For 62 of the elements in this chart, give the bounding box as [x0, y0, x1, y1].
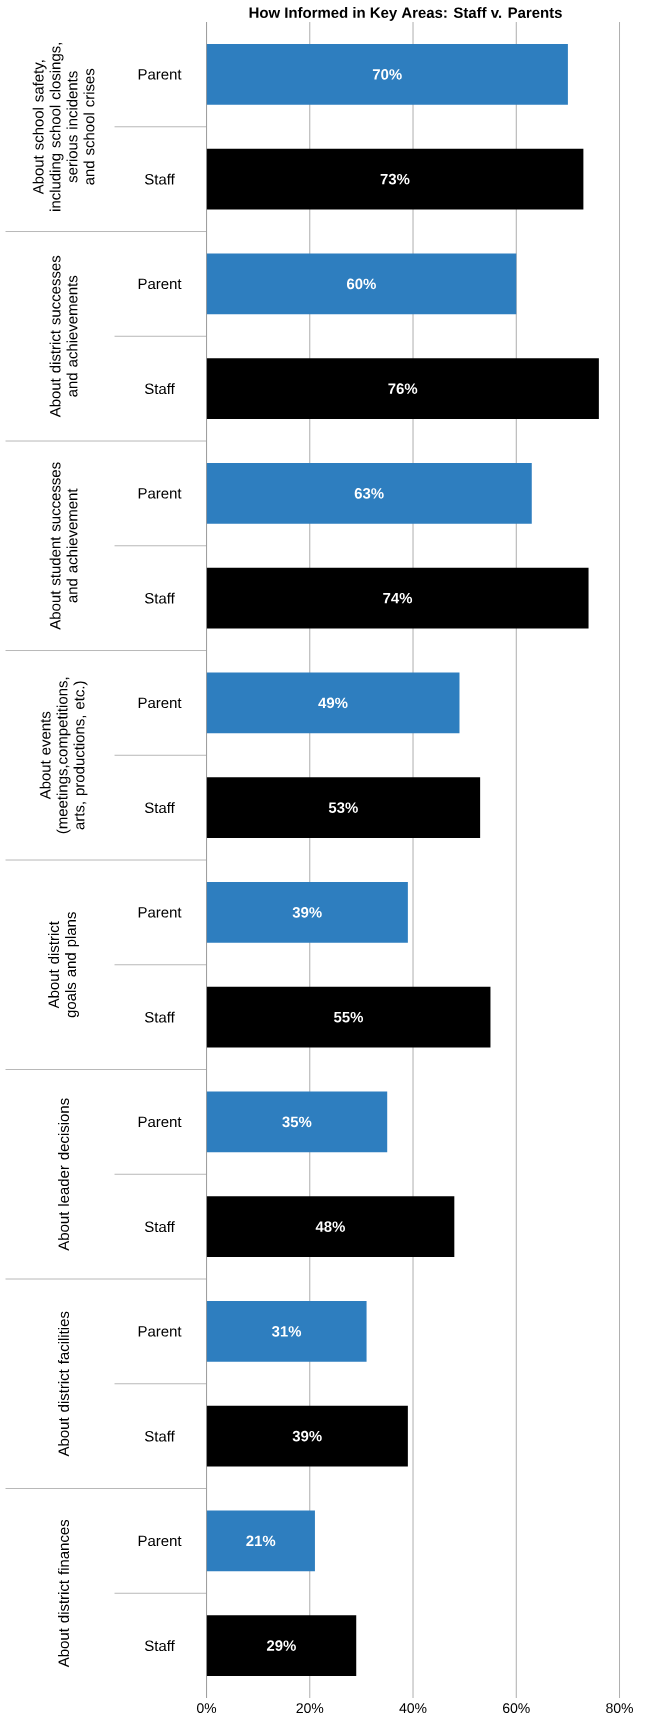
bar — [206, 1091, 388, 1153]
data-label: 21% — [246, 1535, 276, 1547]
y-tick-label: About leader decisions — [58, 1098, 70, 1251]
chart-title: How Informed in Key Areas: Staff v. Parents — [249, 7, 563, 21]
data-label: 31% — [272, 1326, 302, 1337]
bar — [206, 1510, 316, 1572]
data-label: 63% — [354, 488, 384, 499]
bar — [206, 148, 584, 210]
text: Parent — [138, 697, 182, 709]
x-tick-label: 20% — [296, 1703, 324, 1714]
bar — [206, 1301, 367, 1362]
y-tick-label: About events (meetings,competitions, arts, productions, etc.) — [39, 677, 88, 834]
data-label: 60% — [347, 278, 377, 290]
x-tick-label: 0% — [197, 1703, 217, 1714]
text: Parent — [138, 1535, 182, 1547]
data-label: 70% — [373, 69, 402, 80]
data-label: 29% — [267, 1640, 297, 1651]
text: Staff — [145, 1011, 176, 1023]
text: Parent — [138, 1326, 182, 1337]
data-label: 55% — [334, 1011, 364, 1023]
data-label: 35% — [282, 1116, 312, 1128]
bar — [206, 1196, 455, 1258]
data-label: 39% — [292, 1430, 322, 1442]
y-tick-label: About district goals and plans — [48, 912, 80, 1018]
bar — [206, 463, 532, 524]
data-label: 73% — [380, 173, 410, 185]
bar — [206, 1405, 409, 1467]
text: Staff — [145, 1640, 176, 1652]
data-label: 53% — [329, 802, 359, 813]
y-tick-label: About district finances — [58, 1519, 70, 1668]
x-tick-label: 40% — [399, 1703, 427, 1714]
bar — [206, 777, 481, 839]
bar — [206, 358, 600, 420]
text: Staff — [145, 802, 176, 814]
text: Staff — [145, 1221, 176, 1233]
series-label: Parent — [138, 69, 182, 80]
text: Staff — [145, 383, 176, 395]
text: Parent — [138, 1116, 182, 1128]
text: Parent — [138, 488, 182, 499]
text: Staff — [145, 1430, 176, 1442]
data-label: 76% — [388, 383, 418, 394]
bar — [206, 1615, 357, 1677]
text: Staff — [145, 173, 176, 185]
y-tick-label: About district successes and achievements — [49, 255, 78, 418]
x-tick-label: 60% — [503, 1703, 530, 1714]
x-tick-label: 80% — [606, 1703, 634, 1714]
bar — [206, 986, 491, 1048]
data-label: 48% — [315, 1221, 346, 1232]
text: Parent — [138, 278, 182, 290]
bar — [206, 253, 517, 315]
y-tick-label: About school safety, including school closings, serious incidents and school crises — [32, 43, 95, 211]
y-tick-label: About student successes and achievement — [49, 462, 78, 630]
data-label: 74% — [383, 592, 413, 604]
bar — [206, 882, 409, 943]
text: Staff — [145, 592, 176, 604]
bar — [206, 44, 569, 105]
text: Parent — [138, 907, 182, 918]
bar — [206, 672, 460, 734]
y-tick-label: About district facilities — [58, 1311, 70, 1457]
data-label: 49% — [318, 697, 348, 709]
bar — [206, 567, 589, 629]
data-label: 39% — [292, 907, 322, 918]
